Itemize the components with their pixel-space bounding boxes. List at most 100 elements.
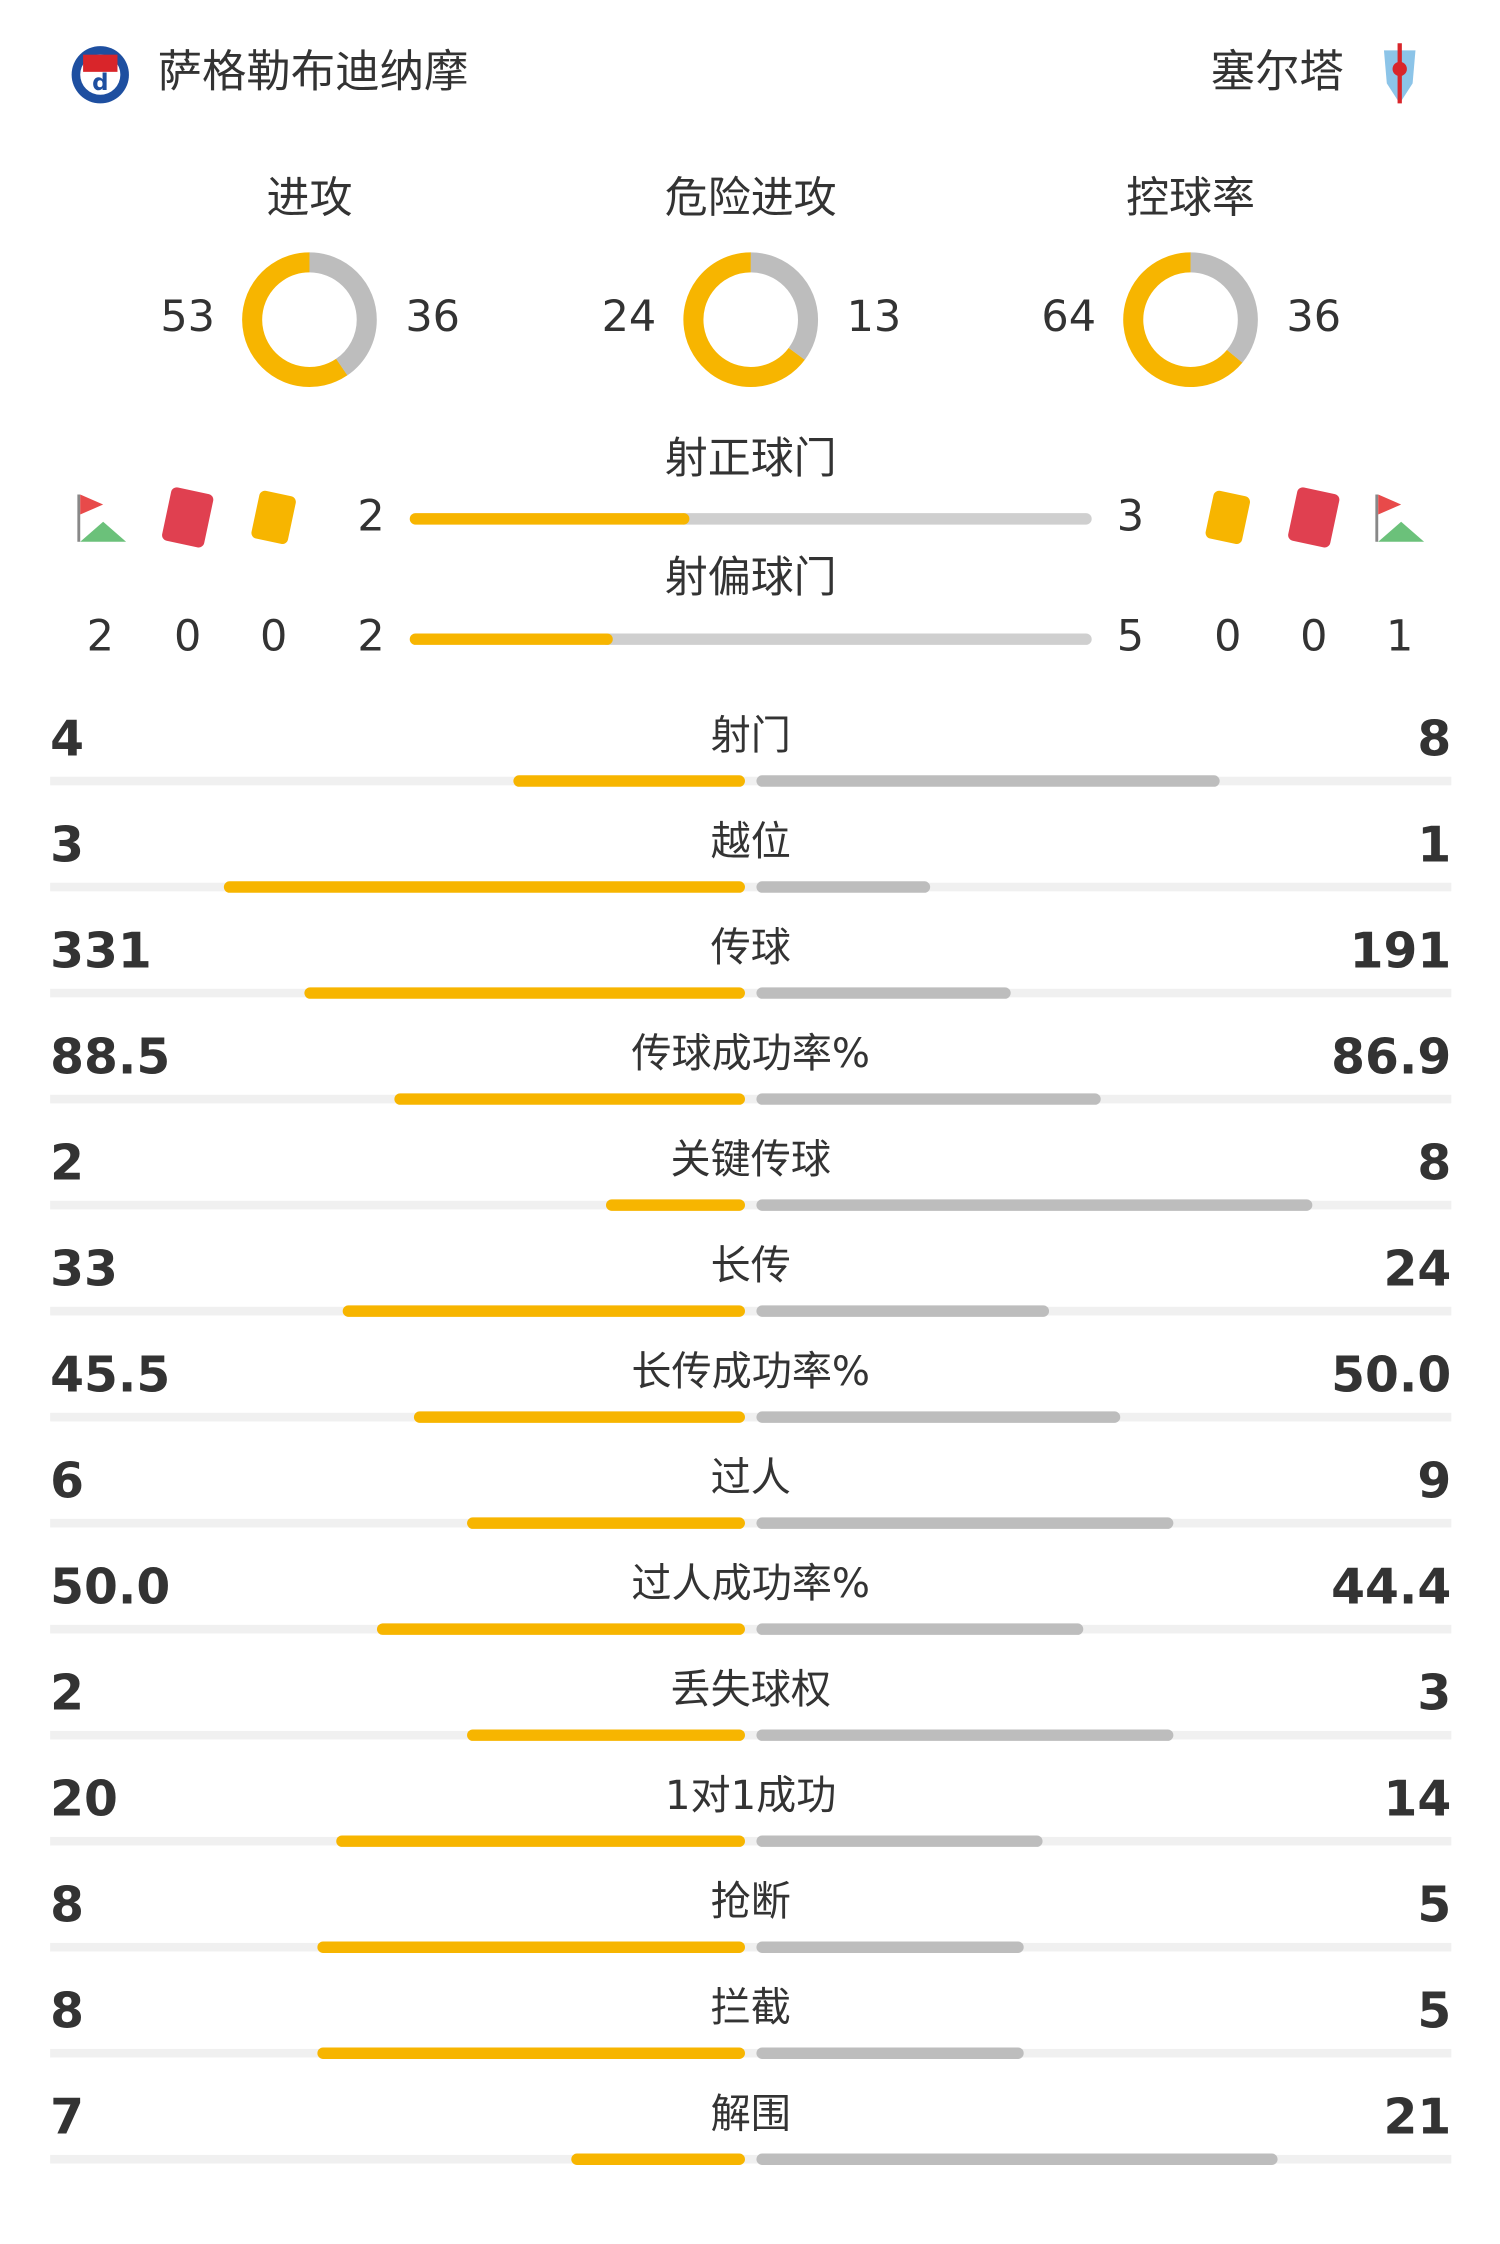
home-value: 2 xyxy=(357,491,384,541)
home-value: 4 xyxy=(50,711,84,767)
track xyxy=(50,1094,1452,1104)
away-value: 1 xyxy=(1417,817,1451,873)
home-value: 331 xyxy=(50,923,152,979)
stat-label: 过人成功率% xyxy=(631,1561,870,1607)
away-bar xyxy=(756,775,1220,787)
home-team: 萨格勒布迪纳摩 xyxy=(158,47,469,98)
red-count: 0 xyxy=(1300,612,1327,662)
red-count: 0 xyxy=(174,612,201,662)
home-value: 2 xyxy=(50,1135,84,1191)
stat-label: 越位 xyxy=(711,819,791,865)
red-card-icon xyxy=(1288,487,1340,548)
home-bar xyxy=(413,1411,745,1423)
home-bar xyxy=(336,1835,745,1847)
donut-label: 控球率 xyxy=(1126,173,1255,223)
away-bar xyxy=(756,1093,1101,1105)
corner-icon xyxy=(77,494,127,542)
away-value: 50.0 xyxy=(1331,1347,1451,1403)
away-value: 86.9 xyxy=(1331,1029,1451,1085)
stat-label: 传球 xyxy=(711,925,791,971)
home-value: 53 xyxy=(160,292,215,342)
home-value: 8 xyxy=(50,1878,84,1934)
home-bar xyxy=(571,2153,745,2165)
home-bar xyxy=(304,987,745,999)
stat-label: 传球成功率% xyxy=(631,1031,870,1077)
corner-icon xyxy=(1375,494,1425,542)
track xyxy=(50,988,1452,998)
home-value: 3 xyxy=(50,817,84,873)
away-arc xyxy=(1123,252,1258,388)
shot-label: 射偏球门 xyxy=(665,553,837,603)
stat-label: 长传 xyxy=(711,1243,791,1289)
yellow-card-icon xyxy=(1205,490,1251,545)
away-value: 9 xyxy=(1417,1453,1451,1509)
home-bar xyxy=(317,1941,745,1953)
home-value: 50.0 xyxy=(50,1559,170,1615)
stat-label: 关键传球 xyxy=(670,1137,830,1183)
away-value: 36 xyxy=(405,292,460,342)
away-bar xyxy=(756,987,1011,999)
svg-text:d: d xyxy=(92,70,108,96)
away-value: 3 xyxy=(1117,491,1144,541)
track xyxy=(50,1518,1452,1528)
away-bar xyxy=(756,1411,1121,1423)
icons xyxy=(77,487,1425,548)
home-logo: d xyxy=(71,46,129,104)
corners-count: 1 xyxy=(1386,612,1413,662)
stat-label: 过人 xyxy=(711,1455,791,1501)
home-value: 33 xyxy=(50,1241,118,1297)
track xyxy=(50,1730,1452,1740)
stat-label: 射门 xyxy=(711,713,791,759)
stat-label: 抢断 xyxy=(711,1879,791,1925)
away-bar xyxy=(756,1199,1313,1211)
track xyxy=(50,1942,1452,1952)
yellow-count: 0 xyxy=(1214,612,1241,662)
away-bar xyxy=(756,1729,1174,1741)
stat-label: 丢失球权 xyxy=(670,1667,830,1713)
track xyxy=(50,776,1452,786)
track xyxy=(50,1306,1452,1316)
home-value: 24 xyxy=(602,292,657,342)
home-bar xyxy=(394,1093,745,1105)
away-value: 14 xyxy=(1384,1772,1452,1828)
home-bar xyxy=(606,1199,745,1211)
yellow-count: 0 xyxy=(260,612,287,662)
home-value: 2 xyxy=(357,612,384,662)
away-value: 3 xyxy=(1417,1665,1451,1721)
away-value: 13 xyxy=(847,292,902,342)
home-value: 20 xyxy=(50,1772,118,1828)
home-value: 2 xyxy=(50,1665,84,1721)
home-bar xyxy=(342,1305,745,1317)
home-value: 88.5 xyxy=(50,1029,170,1085)
away-value: 8 xyxy=(1417,1135,1451,1191)
track xyxy=(50,2048,1452,2058)
home-value: 7 xyxy=(50,2090,84,2146)
home-value: 8 xyxy=(50,1984,84,2040)
corners-count: 2 xyxy=(87,612,114,662)
red-card-icon xyxy=(162,487,214,548)
home-value: 45.5 xyxy=(50,1347,170,1403)
away-bar xyxy=(756,1517,1174,1529)
away-value: 5 xyxy=(1117,612,1144,662)
away-logo xyxy=(1383,43,1416,104)
home-bar xyxy=(513,775,745,787)
away-bar xyxy=(756,1941,1024,1953)
away-value: 21 xyxy=(1384,2090,1452,2146)
away-bar xyxy=(756,1305,1050,1317)
away-arc xyxy=(683,252,819,388)
away-value: 5 xyxy=(1417,1984,1451,2040)
away-bar xyxy=(756,2047,1024,2059)
donut-label: 进攻 xyxy=(266,173,352,223)
track xyxy=(50,1836,1452,1846)
donut-label: 危险进攻 xyxy=(665,173,837,223)
home-bar xyxy=(223,881,745,893)
away-bar xyxy=(756,1623,1084,1635)
away-team: 塞尔塔 xyxy=(1211,47,1344,98)
away-value: 44.4 xyxy=(1331,1559,1451,1615)
away-value: 191 xyxy=(1350,923,1452,979)
track xyxy=(50,2154,1452,2164)
away-bar xyxy=(756,2153,1278,2165)
track xyxy=(50,882,1452,892)
